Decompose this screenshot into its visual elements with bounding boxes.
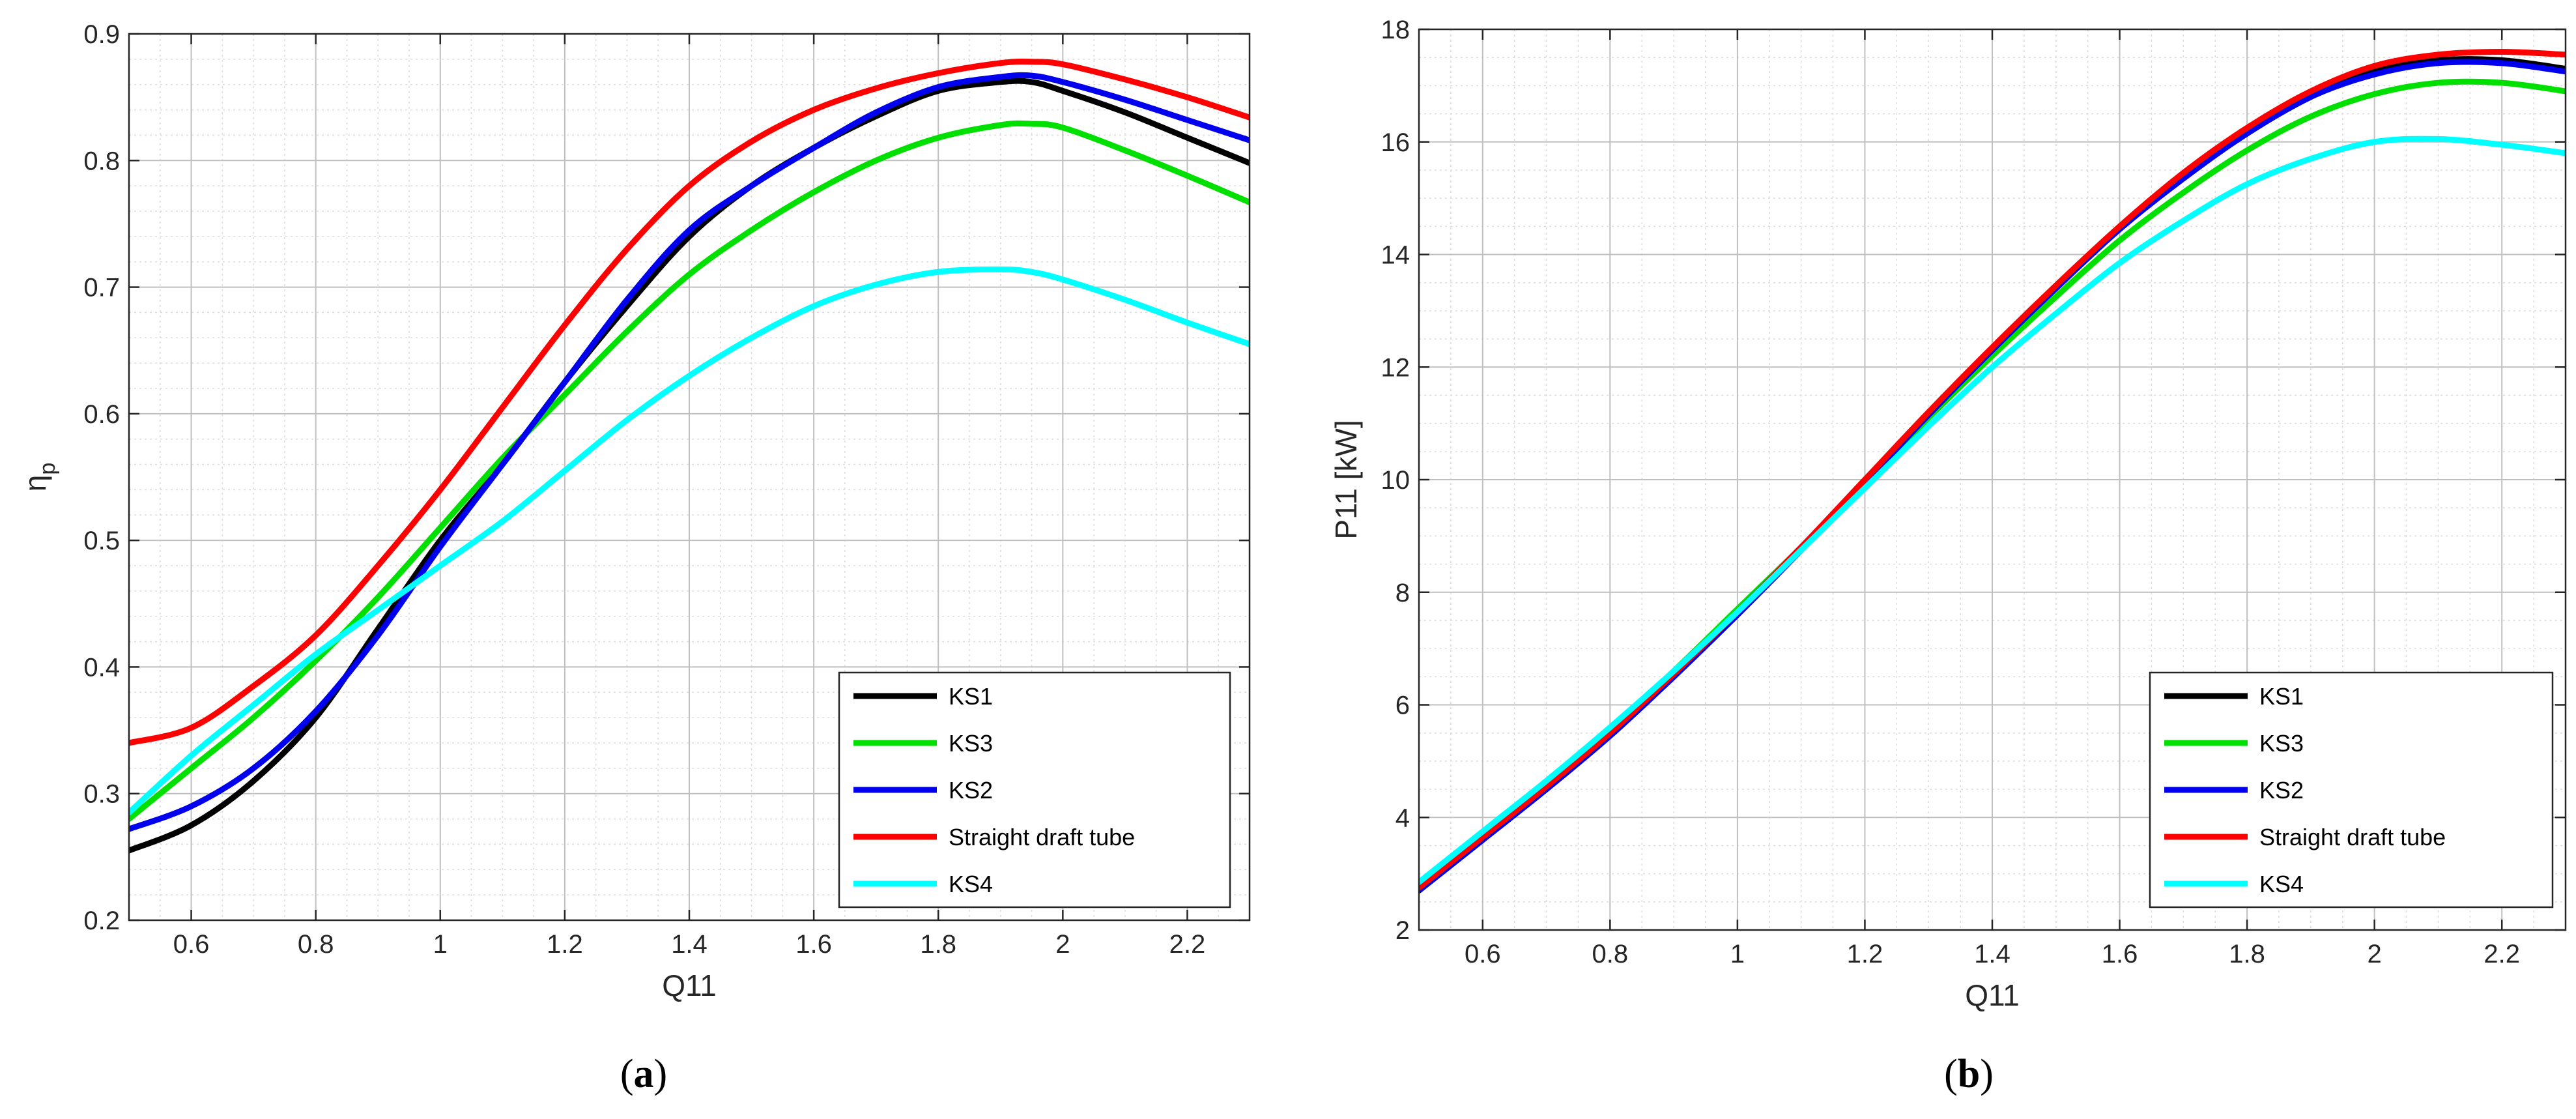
x-tick-label: 1.6 bbox=[795, 930, 832, 959]
chart-panel-b: 0.6 0.8 1 1.2 1.4 1.6 1.8 2 2.2 2 4 6 8 10 12 14 16 18 Q11… bbox=[1329, 16, 2567, 1096]
series-line-straight-draft-tube bbox=[129, 58, 1250, 746]
y-tick-label: 10 bbox=[1381, 466, 1410, 495]
legend: KS1 KS3 KS2 Straight draft tube KS4 bbox=[838, 671, 1231, 908]
y-tick-label: 14 bbox=[1381, 241, 1410, 270]
x-axis-label: Q11 bbox=[1965, 978, 2020, 1012]
series-line-ks2 bbox=[129, 72, 1250, 832]
series-lines bbox=[129, 58, 1250, 854]
x-tick-label: 0.6 bbox=[1465, 940, 1501, 968]
legend-label-ks1: KS1 bbox=[949, 683, 993, 710]
legend-label-ks3: KS3 bbox=[2259, 730, 2304, 757]
y-tick-label: 2 bbox=[1395, 916, 1410, 945]
y-axis-label: ηp bbox=[18, 463, 60, 492]
x-tick-label: 1.4 bbox=[671, 930, 708, 959]
y-tick-label: 0.6 bbox=[83, 400, 120, 429]
legend-label-ks4: KS4 bbox=[2259, 871, 2304, 897]
y-tick-label: 0.3 bbox=[83, 780, 120, 809]
legend-label-ks2: KS2 bbox=[949, 777, 993, 804]
x-tick-label: 0.8 bbox=[298, 930, 334, 959]
legend-label-ks4: KS4 bbox=[949, 871, 993, 897]
series-lines bbox=[1419, 49, 2566, 894]
x-tick-label: 1.2 bbox=[547, 930, 583, 959]
y-tick-label: 16 bbox=[1381, 128, 1410, 157]
x-tick-label: 2.2 bbox=[2483, 940, 2520, 968]
legend-label-ks2: KS2 bbox=[2259, 777, 2304, 804]
y-axis-label-main: P11 [kW] bbox=[1329, 420, 1363, 539]
x-tick-label: 1 bbox=[1730, 940, 1745, 968]
panel-caption: (a) bbox=[620, 1052, 667, 1096]
x-tick-label: 1.4 bbox=[1974, 940, 2011, 968]
series-line-ks4 bbox=[1419, 136, 2566, 886]
legend: KS1 KS3 KS2 Straight draft tube KS4 bbox=[2149, 671, 2554, 908]
x-tick-label: 1 bbox=[433, 930, 448, 959]
y-tick-label: 8 bbox=[1395, 579, 1410, 607]
y-axis-label-main: η bbox=[18, 475, 52, 492]
y-tick-label: 0.7 bbox=[83, 274, 120, 302]
legend-label-straight-draft-tube: Straight draft tube bbox=[949, 824, 1135, 850]
y-tick-label: 0.8 bbox=[83, 147, 120, 175]
series-line-ks4 bbox=[129, 266, 1250, 816]
x-axis-label: Q11 bbox=[662, 968, 717, 1002]
panel-caption: (b) bbox=[1944, 1052, 1994, 1096]
series-line-straight-draft-tube bbox=[1419, 49, 2566, 891]
y-tick-label: 0.5 bbox=[83, 527, 120, 555]
y-axis-label: P11 [kW] bbox=[1329, 420, 1363, 539]
x-tick-label: 1.2 bbox=[1847, 940, 1883, 968]
x-tick-label: 1.8 bbox=[920, 930, 956, 959]
x-tick-label: 2 bbox=[2368, 940, 2382, 968]
x-tick-label: 2 bbox=[1055, 930, 1070, 959]
y-tick-label: 6 bbox=[1395, 691, 1410, 720]
y-tick-label: 12 bbox=[1381, 353, 1410, 382]
series-line-ks1 bbox=[129, 78, 1250, 854]
legend-label-straight-draft-tube: Straight draft tube bbox=[2259, 824, 2446, 850]
x-tick-label: 0.6 bbox=[173, 930, 210, 959]
x-tick-label: 1.6 bbox=[2102, 940, 2138, 968]
x-tick-label: 2.2 bbox=[1169, 930, 1206, 959]
legend-label-ks1: KS1 bbox=[2259, 683, 2304, 710]
y-axis-label-subscript: p bbox=[35, 463, 60, 475]
x-tick-label: 1.8 bbox=[2229, 940, 2265, 968]
y-tick-label: 18 bbox=[1381, 16, 1410, 44]
x-tick-label: 0.8 bbox=[1592, 940, 1629, 968]
y-tick-label: 0.9 bbox=[83, 20, 120, 49]
y-tick-label: 0.4 bbox=[83, 653, 120, 682]
chart-panel-a: 0.6 0.8 1 1.2 1.4 1.6 1.8 2 2.2 0.2 0.3 0.4 0.5 0.6 0.… bbox=[18, 20, 1251, 1096]
series-line-ks3 bbox=[129, 120, 1250, 822]
y-tick-label: 4 bbox=[1395, 804, 1410, 832]
legend-label-ks3: KS3 bbox=[949, 730, 993, 757]
y-tick-label: 0.2 bbox=[83, 907, 120, 935]
axes-box bbox=[128, 33, 1251, 922]
axes-box bbox=[1418, 28, 2567, 931]
